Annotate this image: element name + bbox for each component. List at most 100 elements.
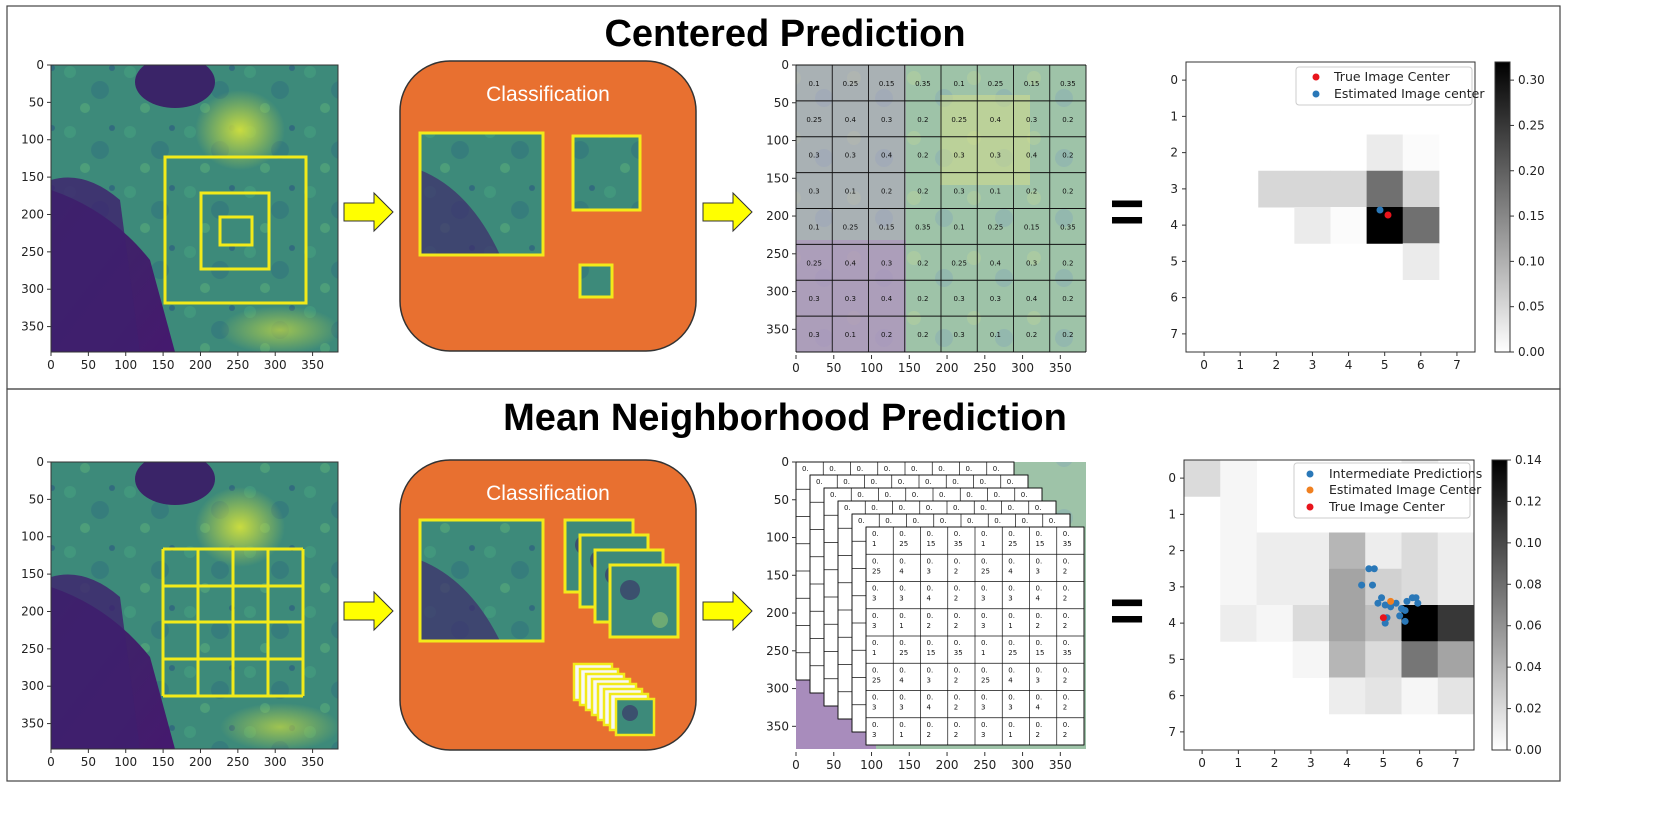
top-grid-y-tick: 250: [766, 247, 789, 261]
bottom-grid-cell: 0.: [858, 517, 865, 525]
bottom-grid-cell: 0.: [899, 504, 906, 512]
bottom-grid-cell: 0.: [871, 504, 878, 512]
heatmap-cell: [1437, 641, 1475, 678]
bottom-grid-cell: 0. 4: [1036, 585, 1043, 603]
bottom-heatmap-y-tick: 6: [1168, 689, 1176, 703]
bottom-grid-cell: 0.: [993, 465, 1000, 473]
top-heatmap-x-tick: 5: [1381, 358, 1389, 372]
bottom-grid-cell: 0. 2: [1063, 694, 1070, 712]
intermediate-point: [1401, 617, 1409, 625]
heatmap-cell: [1292, 532, 1330, 570]
heatmap-cell: [1292, 605, 1330, 642]
top-grid-cell: 0.3: [845, 295, 856, 303]
top-image-x-tick: 100: [114, 358, 137, 372]
bottom-image-x-tick: 0: [47, 755, 55, 769]
top-grid-cell: 0.4: [990, 116, 1002, 124]
top-classification-label: Classification: [486, 83, 610, 106]
heatmap-cell: [1401, 677, 1439, 715]
bottom-grid-cell: 0. 35: [1063, 530, 1072, 548]
heatmap-cell: [1329, 677, 1366, 715]
top-grid-cell: 0.35: [915, 223, 931, 231]
bottom-heatmap-axes: 0 0 1 1 2 2 3 3 4 4 5 5 6 6 7 7: [1168, 471, 1459, 770]
intermediate-point: [1396, 612, 1404, 620]
top-legend-estimated-center: Estimated Image center: [1334, 86, 1485, 101]
bottom-grid-cell: 0. 25: [1008, 530, 1017, 548]
bottom-image-x-tick: 300: [264, 755, 287, 769]
top-grid-cell: 0.25: [843, 223, 859, 231]
bottom-colorbar-tick: 0.04: [1515, 660, 1542, 674]
heatmap-cell: [1220, 496, 1257, 533]
bottom-grid-cell: 0.: [885, 517, 892, 525]
heatmap-cell: [1330, 207, 1368, 244]
bottom-grid-cell: 0. 35: [954, 530, 963, 548]
top-colorbar-tick: 0.00: [1518, 345, 1545, 359]
bottom-colorbar: 0.00 0.02 0.04 0.06 0.08 0.10 0.12 0.14: [1491, 453, 1542, 757]
true-center-point: [1379, 614, 1387, 622]
heatmap-cell: [1220, 460, 1257, 497]
heatmap-cell: [1401, 641, 1439, 678]
bottom-grid-cell: 0. 3: [872, 585, 879, 603]
top-heatmap-y-tick: 2: [1170, 146, 1178, 160]
top-grid-x-tick: 200: [936, 361, 959, 375]
bottom-grid-cell: 0. 2: [1063, 666, 1070, 684]
top-image-x-tick: 300: [264, 358, 287, 372]
heatmap-cell: [1329, 605, 1366, 642]
top-image-x-tick: 0: [47, 358, 55, 372]
bottom-image-y-tick: 300: [21, 679, 44, 693]
top-prediction-grid: 0.1 0.25 0.15 0.35 0.1 0.25 0.15 0.35 0.25 0.4 0.3…: [795, 64, 1087, 353]
top-colorbar-tick: 0.10: [1518, 254, 1545, 268]
top-grid-cell: 0.3: [954, 152, 965, 160]
top-grid-cell: 0.25: [806, 116, 822, 124]
bottom-classification-label: Classification: [486, 482, 610, 505]
bottom-image-y-tick: 200: [21, 604, 44, 618]
top-grid-y-tick: 300: [766, 285, 789, 299]
heatmap-cell: [1365, 641, 1402, 678]
top-patch-small: [578, 263, 614, 299]
top-image-y-tick: 200: [21, 207, 44, 221]
top-grid-cell: 0.2: [881, 188, 892, 196]
top-heatmap-x-tick: 3: [1309, 358, 1317, 372]
top-colorbar-tick: 0.25: [1518, 118, 1545, 132]
bottom-image-x-tick: 250: [226, 755, 249, 769]
top-grid-cell: 0.15: [1024, 80, 1040, 88]
heatmap-cell: [1366, 207, 1404, 244]
top-heatmap-y-tick: 6: [1170, 291, 1178, 305]
top-grid-cell: 0.1: [990, 188, 1001, 196]
top-grid-cell: 0.3: [809, 152, 820, 160]
bottom-image-x-tick: 50: [81, 755, 96, 769]
top-grid-cell: 0.15: [879, 80, 895, 88]
top-heatmap-x-tick: 2: [1272, 358, 1280, 372]
bottom-grid-cell: 0.: [939, 491, 946, 499]
heatmap-cell: [1329, 532, 1366, 570]
arrow-right-icon: [702, 191, 753, 233]
heatmap-cell: [1256, 568, 1294, 606]
bottom-grid-cell: 0.: [843, 478, 850, 486]
bottom-grid-cell: 0. 2: [954, 585, 961, 603]
intermediate-point: [1365, 565, 1373, 573]
bottom-grid-cell: 0. 25: [872, 557, 881, 575]
bottom-heatmap-y-tick: 3: [1168, 580, 1176, 594]
top-grid-cell: 0.15: [1024, 223, 1040, 231]
bottom-grid-cell: 0.: [885, 491, 892, 499]
top-grid-x-tick: 150: [898, 361, 921, 375]
arrow-right-icon: [343, 590, 394, 632]
heatmap-cell: [1437, 677, 1475, 715]
bottom-heatmap-x-tick: 3: [1307, 756, 1315, 770]
top-grid-cell: 0.3: [954, 295, 965, 303]
bottom-grid-cell: 0.: [966, 465, 973, 473]
bottom-grid-cell: 0.: [871, 478, 878, 486]
bottom-heatmap-y-tick: 1: [1168, 507, 1176, 521]
top-grid-cell: 0.3: [845, 152, 856, 160]
bottom-grid-cell: 0.: [1008, 504, 1015, 512]
top-image-x-tick: 200: [189, 358, 212, 372]
bottom-image-frame: [50, 461, 339, 750]
bottom-grid-cell: 0. 3: [981, 585, 988, 603]
bottom-colorbar-tick: 0.06: [1515, 619, 1542, 633]
bottom-heatmap-y-tick: 7: [1168, 725, 1176, 739]
bottom-legend-estimated-center: Estimated Image Center: [1329, 482, 1482, 497]
estimated-center-point: [1387, 597, 1395, 605]
bottom-grid-y-tick: 150: [766, 568, 789, 582]
top-grid-x-tick: 250: [973, 361, 996, 375]
bottom-intermediate-points: [1358, 565, 1422, 627]
bottom-grid-cell: 0. 25: [981, 666, 990, 684]
